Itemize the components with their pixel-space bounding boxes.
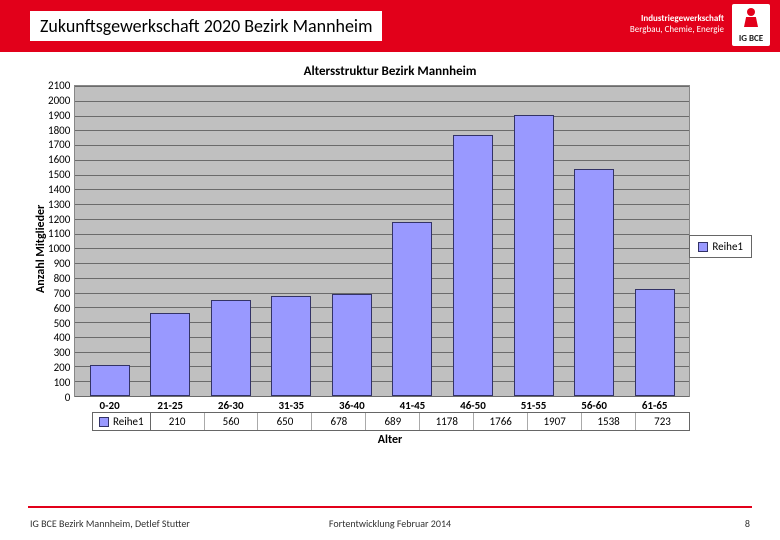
bar xyxy=(211,300,251,396)
header-bar: Zukunftsgewerkschaft 2020 Bezirk Mannhei… xyxy=(0,0,780,52)
data-cell: 1538 xyxy=(582,413,636,430)
bar xyxy=(150,313,190,396)
data-cell: 723 xyxy=(636,413,689,430)
plot-column: 0-20 21-25 26-30 31-35 36-40 41-45 46-50 51-55 5… xyxy=(74,85,690,412)
bar xyxy=(514,115,554,397)
bar xyxy=(271,296,311,396)
x-category: 61-65 xyxy=(635,399,675,412)
data-table-row-label: Reihe1 xyxy=(113,415,144,428)
chart-data-table: Reihe1 210560650678689117817661907153872… xyxy=(92,412,690,431)
y-axis-label: Anzahl Mitglieder xyxy=(30,94,48,404)
bar xyxy=(574,169,614,396)
footer-right: 8 xyxy=(745,517,750,530)
footer-divider xyxy=(28,506,752,508)
x-category: 0-20 xyxy=(90,399,130,412)
data-cell: 650 xyxy=(258,413,312,430)
data-table-swatch xyxy=(99,417,109,427)
data-cell: 210 xyxy=(151,413,205,430)
x-axis-categories: 0-20 21-25 26-30 31-35 36-40 41-45 46-50 51-55 5… xyxy=(74,397,690,412)
chart-body: Anzahl Mitglieder 2100200019001800170016… xyxy=(30,85,750,412)
bar xyxy=(332,294,372,396)
data-table-cells: 2105606506786891178176619071538723 xyxy=(151,413,689,430)
bar xyxy=(90,365,130,396)
data-cell: 689 xyxy=(366,413,420,430)
header-logo: Industriegewerkschaft Bergbau, Chemie, E… xyxy=(630,4,770,46)
data-cell: 1766 xyxy=(474,413,528,430)
plot-area xyxy=(74,85,690,397)
logo-mark: IG BCE xyxy=(732,4,770,46)
chart-title: Altersstruktur Bezirk Mannheim xyxy=(30,64,750,79)
x-category: 26-30 xyxy=(211,399,251,412)
footer-left: IG BCE Bezirk Mannheim, Detlef Stutter xyxy=(30,517,190,530)
x-category: 56-60 xyxy=(574,399,614,412)
y-axis-ticks: 2100200019001800170016001500140013001200… xyxy=(48,85,74,397)
logo-mark-text: IG BCE xyxy=(732,33,770,44)
x-category: 21-25 xyxy=(150,399,190,412)
bar xyxy=(392,222,432,396)
x-axis-label: Alter xyxy=(30,433,750,447)
data-cell: 560 xyxy=(205,413,259,430)
x-category: 41-45 xyxy=(392,399,432,412)
header-title: Zukunftsgewerkschaft 2020 Bezirk Mannhei… xyxy=(30,11,382,41)
chart-container: Altersstruktur Bezirk Mannheim Anzahl Mi… xyxy=(30,64,750,474)
x-category: 46-50 xyxy=(453,399,493,412)
header-logo-text: Industriegewerkschaft Bergbau, Chemie, E… xyxy=(630,14,724,36)
footer-center: Fortentwicklung Februar 2014 xyxy=(329,517,451,530)
data-table-row-header: Reihe1 xyxy=(93,413,151,430)
legend-label: Reihe1 xyxy=(712,240,743,253)
x-category: 31-35 xyxy=(271,399,311,412)
x-category: 36-40 xyxy=(332,399,372,412)
data-cell: 1907 xyxy=(528,413,582,430)
bar xyxy=(635,289,675,396)
data-cell: 1178 xyxy=(420,413,474,430)
legend: Reihe1 xyxy=(689,235,752,258)
footer: IG BCE Bezirk Mannheim, Detlef Stutter F… xyxy=(30,517,750,530)
x-category: 51-55 xyxy=(514,399,554,412)
legend-swatch xyxy=(698,242,708,252)
legend-gutter: Reihe1 xyxy=(690,85,750,412)
data-cell: 678 xyxy=(312,413,366,430)
bar xyxy=(453,135,493,396)
logo-line-2: Bergbau, Chemie, Energie xyxy=(630,25,724,36)
